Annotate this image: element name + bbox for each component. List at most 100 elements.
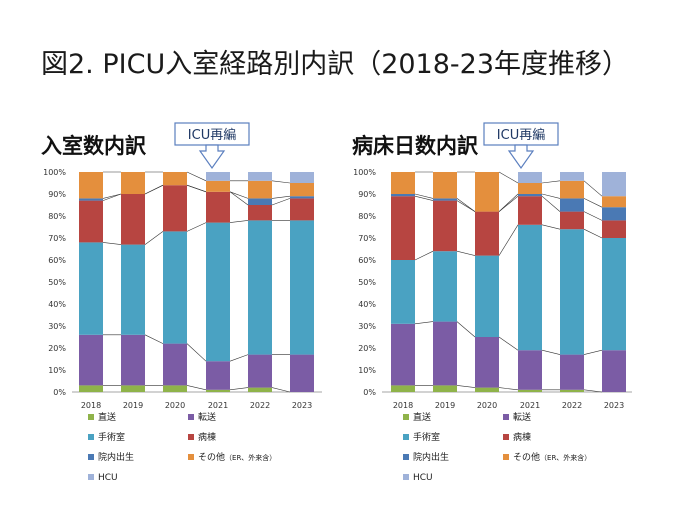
- callout-label: ICU再編: [497, 127, 545, 143]
- bar-segment: [248, 354, 272, 388]
- callout-icu-reorg: ICU再編: [174, 122, 250, 170]
- bar-segment: [602, 220, 626, 238]
- x-tick-label: 2021: [208, 401, 228, 410]
- series-connector: [229, 191, 249, 206]
- bar-segment: [433, 172, 457, 199]
- x-tick-label: 2018: [81, 401, 101, 410]
- bar-segment: [206, 389, 230, 392]
- y-tick-label: 80%: [358, 212, 376, 221]
- bar-segment: [391, 385, 415, 392]
- series-connector: [583, 180, 603, 197]
- series-connector: [583, 389, 603, 393]
- series-connector: [229, 220, 249, 223]
- series-connector: [144, 231, 164, 245]
- bar-segment: [290, 354, 314, 392]
- bar-segment: [290, 198, 314, 221]
- y-tick-label: 0%: [53, 388, 66, 397]
- series-connector: [271, 198, 291, 206]
- series-connector: [414, 193, 434, 199]
- legend-label: 院内出生: [98, 451, 134, 463]
- series-connector: [186, 222, 207, 232]
- legend-swatch: [403, 414, 409, 420]
- y-tick-label: 60%: [358, 256, 376, 265]
- y-tick-label: 30%: [358, 322, 376, 331]
- x-tick-label: 2022: [250, 401, 270, 410]
- series-connector: [186, 343, 207, 362]
- chart-1: 0% 10% 20% 30% 40% 50% 60% 70% 80% 90% 100% 2018 201…: [353, 122, 632, 483]
- legend-label: 病棟: [198, 431, 216, 443]
- down-arrow-icon: [198, 144, 226, 170]
- legend-label: 転送: [513, 411, 531, 423]
- bar-segment: [518, 194, 542, 197]
- series-connector: [414, 250, 434, 261]
- series-connector: [583, 198, 603, 208]
- x-tick-label: 2022: [562, 401, 582, 410]
- y-tick-label: 0%: [363, 388, 376, 397]
- bar-segment: [79, 198, 103, 201]
- legend-label: 病棟: [513, 431, 531, 443]
- bar-segment: [518, 172, 542, 183]
- chart-title-bed-days: 病床日数内訳: [352, 134, 478, 158]
- bar-segment: [475, 211, 499, 256]
- legend-label-suffix: （ER、外来含）: [540, 453, 591, 462]
- bar-segment: [475, 337, 499, 388]
- x-tick-label: 2023: [292, 401, 312, 410]
- bar-segment: [433, 200, 457, 252]
- bar-segment: [602, 350, 626, 392]
- legend-label: 院内出生: [413, 451, 449, 463]
- legend-swatch: [88, 414, 94, 420]
- bar-segment: [163, 231, 187, 344]
- legend-swatch: [403, 474, 409, 480]
- y-tick-label: 80%: [48, 212, 66, 221]
- bar-segment: [602, 238, 626, 351]
- bar-segment: [518, 224, 542, 351]
- y-tick-label: 40%: [358, 300, 376, 309]
- series-connector: [144, 334, 164, 344]
- callout-icu-reorg: ICU再編: [483, 122, 559, 170]
- bar-segment: [433, 385, 457, 392]
- y-tick-label: 20%: [358, 344, 376, 353]
- bar-segment: [163, 172, 187, 186]
- bar-segment: [79, 200, 103, 243]
- series-connector: [541, 349, 561, 355]
- callout-label: ICU再編: [188, 127, 236, 143]
- bar-segment: [391, 323, 415, 386]
- x-tick-label: 2023: [604, 401, 624, 410]
- bar-segment: [248, 198, 272, 205]
- legend-label: その他（ER、外来含）: [513, 451, 591, 463]
- bar-segment: [121, 172, 145, 194]
- series-connector: [229, 387, 249, 391]
- series-connector: [229, 191, 249, 199]
- series-connector: [498, 193, 519, 212]
- down-arrow-icon: [507, 144, 535, 170]
- x-tick-label: 2020: [165, 401, 185, 410]
- legend-label: 直送: [98, 411, 116, 423]
- series-connector: [186, 385, 207, 391]
- legend-label: その他（ER、外来含）: [198, 451, 276, 463]
- bar-segment: [475, 172, 499, 212]
- bar-segment: [391, 196, 415, 260]
- bar-segment: [391, 260, 415, 324]
- series-connector: [456, 385, 476, 388]
- series-connector: [144, 184, 164, 195]
- bar-segment: [560, 389, 584, 392]
- legend-label: HCU: [413, 473, 433, 483]
- x-tick-label: 2019: [435, 401, 455, 410]
- series-connector: [414, 321, 434, 325]
- legend-swatch: [503, 414, 509, 420]
- bar-segment: [518, 350, 542, 390]
- legend-swatch: [188, 454, 194, 460]
- y-tick-label: 60%: [48, 256, 66, 265]
- bar-segment: [206, 361, 230, 390]
- bar-segment: [79, 242, 103, 335]
- bar-segment: [79, 385, 103, 392]
- legend-swatch: [503, 434, 509, 440]
- bar-segment: [560, 354, 584, 390]
- bar-segment: [206, 222, 230, 362]
- bar-segment: [560, 211, 584, 230]
- series-connector: [102, 242, 122, 245]
- series-connector: [456, 321, 476, 338]
- bar-segment: [391, 194, 415, 197]
- bar-segment: [248, 205, 272, 221]
